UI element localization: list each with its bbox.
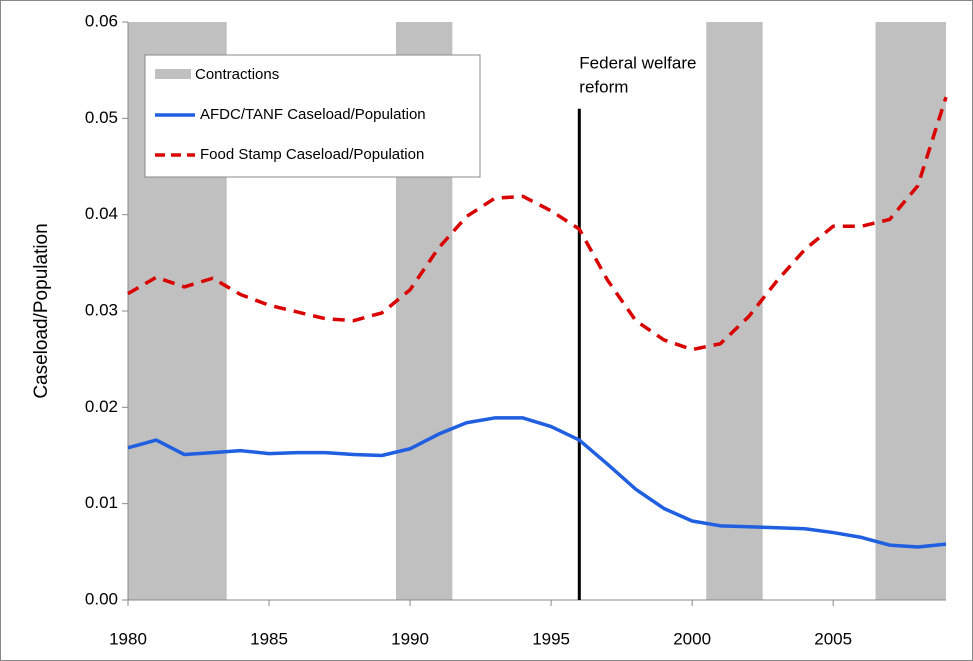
y-tick-label: 0.06 xyxy=(85,11,118,30)
legend-box xyxy=(144,54,481,178)
y-tick-label: 0.01 xyxy=(85,493,118,512)
x-tick-label: 1990 xyxy=(391,629,429,648)
x-tick-label: 2005 xyxy=(814,629,852,648)
y-tick-label: 0.00 xyxy=(85,589,118,608)
legend-label: Contractions xyxy=(195,66,279,83)
series-line xyxy=(127,416,947,549)
series-line xyxy=(127,96,948,352)
x-tick-label: 1985 xyxy=(250,629,288,648)
y-tick-label: 0.03 xyxy=(85,300,118,319)
annotation-text: Federal welfare xyxy=(579,53,696,72)
x-tick-label: 1980 xyxy=(109,629,147,648)
y-axis-label: Caseload/Population xyxy=(31,223,52,398)
legend-label: Food Stamp Caseload/Population xyxy=(200,146,424,163)
annotation-text: reform xyxy=(579,77,628,96)
x-tick-label: 2000 xyxy=(673,629,711,648)
legend-label: AFDC/TANF Caseload/Population xyxy=(200,106,426,123)
y-tick-label: 0.02 xyxy=(85,397,118,416)
x-tick-label: 1995 xyxy=(532,629,570,648)
y-tick-label: 0.05 xyxy=(85,108,118,127)
legend-swatch xyxy=(155,69,191,79)
y-tick-label: 0.04 xyxy=(85,204,118,223)
contraction-band xyxy=(706,22,763,600)
contraction-band xyxy=(875,22,946,600)
